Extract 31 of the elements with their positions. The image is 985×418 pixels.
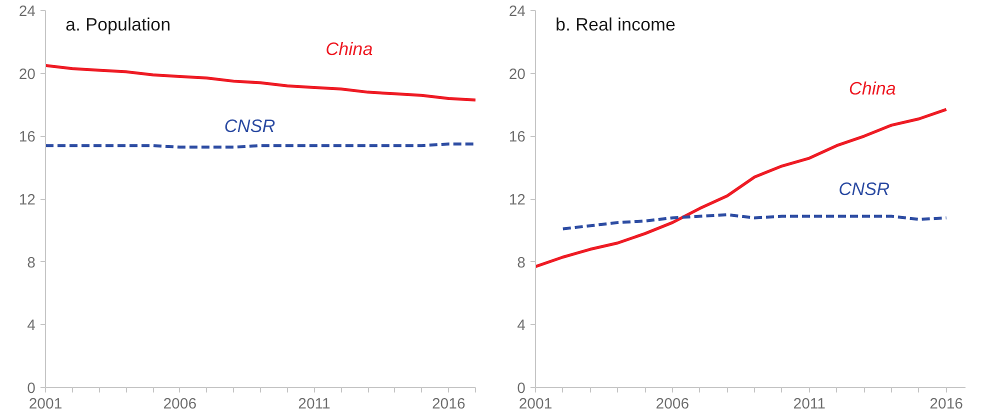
x-tick-label: 2016 — [432, 396, 466, 412]
y-tick-label: 0 — [517, 380, 526, 397]
y-tick-label: 24 — [18, 3, 36, 20]
x-tick-label: 2001 — [28, 396, 62, 412]
line-series — [536, 108, 948, 268]
line-series — [46, 64, 476, 102]
y-tick-label: 8 — [27, 254, 36, 272]
y-tick-label: 20 — [18, 66, 36, 83]
y-tick-label: 0 — [27, 380, 36, 397]
chart-title: b. Real income — [556, 14, 676, 34]
series-label: CNSR — [838, 179, 890, 199]
y-tick-label: 20 — [508, 66, 526, 83]
chart-title: a. Population — [66, 14, 171, 34]
x-tick-label: 2016 — [930, 396, 964, 412]
y-tick-label: 4 — [27, 317, 36, 334]
line-series — [561, 213, 948, 230]
y-tick-label: 16 — [508, 128, 526, 146]
x-tick-label: 2006 — [163, 396, 197, 412]
y-tick-label: 12 — [18, 192, 36, 208]
x-tick-label: 2011 — [298, 396, 330, 412]
y-tick-label: 16 — [18, 128, 36, 146]
x-tick-label: 2011 — [793, 396, 826, 412]
y-tick-label: 12 — [508, 192, 526, 208]
y-tick-label: 24 — [508, 3, 526, 20]
series-label: CNSR — [224, 116, 276, 136]
x-tick-label: 2006 — [656, 396, 690, 412]
series-label: China — [848, 78, 896, 98]
y-tick-label: 8 — [517, 254, 526, 272]
y-tick-label: 4 — [517, 317, 526, 334]
series-label: China — [326, 39, 373, 60]
x-tick-label: 2001 — [518, 396, 552, 412]
